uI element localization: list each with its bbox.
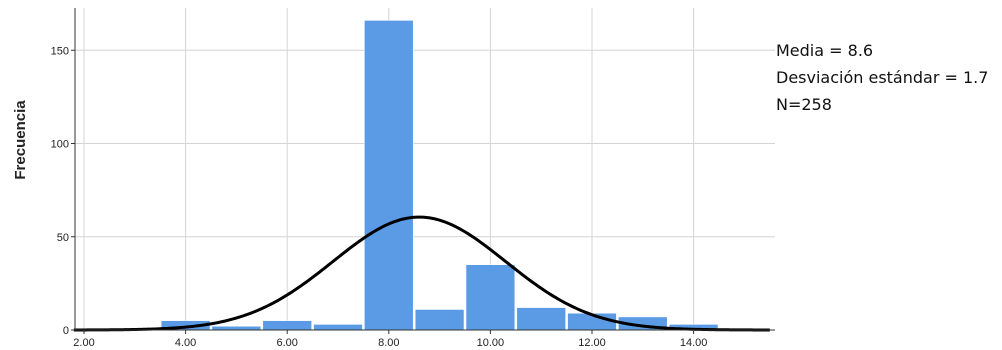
histogram-bars <box>160 20 719 331</box>
y-axis-label: Frecuencia <box>12 100 29 180</box>
x-tick-label: 6.00 <box>276 337 297 349</box>
histogram-bar <box>364 20 414 331</box>
x-tick-label: 10.00 <box>477 337 505 349</box>
x-tick-label: 14.00 <box>680 337 708 349</box>
histogram-bar <box>262 320 312 331</box>
normal-curve <box>73 215 770 332</box>
x-tick-label: 8.00 <box>378 337 399 349</box>
histogram-bar <box>313 324 363 331</box>
histogram-bar <box>516 307 566 331</box>
y-tick-label: 150 <box>51 45 69 57</box>
x-tick-label: 2.00 <box>73 337 94 349</box>
grid-lines <box>75 8 775 330</box>
axes <box>71 8 775 334</box>
x-tick-label: 4.00 <box>175 337 196 349</box>
annotation-mean: Media = 8.6 <box>776 41 873 60</box>
x-tick-label: 12.00 <box>578 337 606 349</box>
histogram-bar <box>211 326 262 331</box>
y-tick-label: 50 <box>57 232 69 244</box>
normal-curve-layer <box>73 215 770 332</box>
annotation-n: N=258 <box>776 95 832 114</box>
histogram-bar <box>414 309 465 331</box>
y-tick-label: 0 <box>63 325 69 337</box>
annotation-std: Desviación estándar = 1.7 <box>776 68 988 87</box>
tick-labels: 0 50 100 150 2.00 4.00 6.00 8.00 10.00 12.00 14.00 <box>51 45 708 349</box>
y-tick-label: 100 <box>51 139 69 151</box>
histogram-bar <box>465 264 516 331</box>
